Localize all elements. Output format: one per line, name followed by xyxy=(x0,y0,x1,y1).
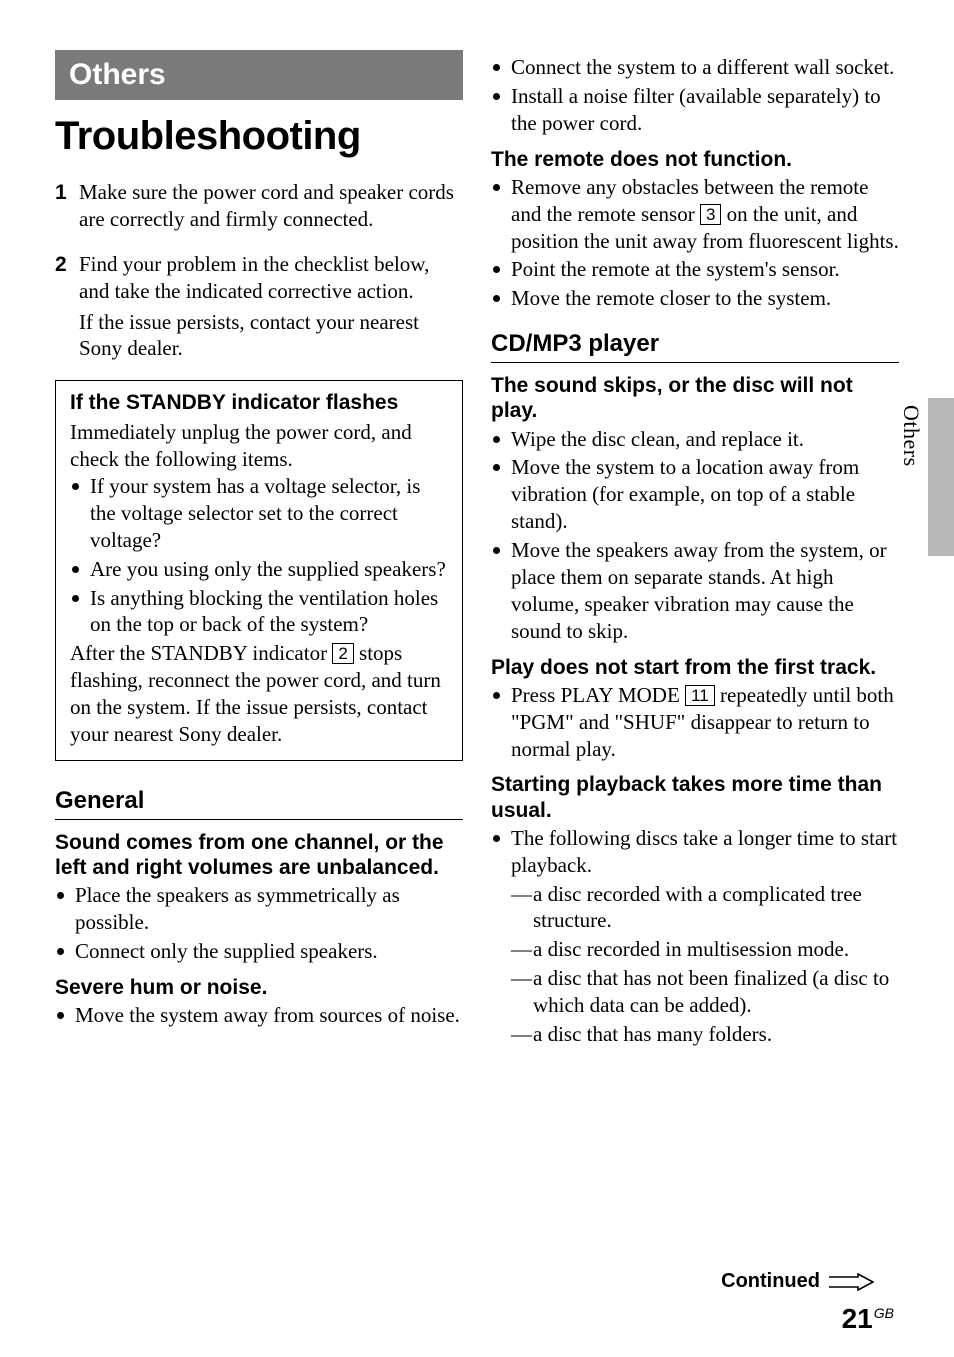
bullet-item: Remove any obstacles between the remote … xyxy=(491,174,899,255)
step-text: Find your problem in the checklist below… xyxy=(79,251,463,305)
box-intro: Immediately unplug the power cord, and c… xyxy=(70,419,448,473)
bullet-lead: The following discs take a longer time t… xyxy=(511,826,897,877)
bullet-item: Connect only the supplied speakers. xyxy=(55,938,463,965)
ref-number-box: 3 xyxy=(700,204,721,225)
ref-number-box: 11 xyxy=(685,685,715,706)
issue-heading: Starting playback takes more time than u… xyxy=(491,772,899,822)
section-banner: Others xyxy=(55,50,463,100)
bullet-item: Wipe the disc clean, and replace it. xyxy=(491,426,899,453)
issue-heading: The remote does not function. xyxy=(491,147,899,172)
issue-bullets: Remove any obstacles between the remote … xyxy=(491,174,899,312)
text-run: Press PLAY MODE xyxy=(511,683,685,707)
dash-item: a disc recorded with a complicated tree … xyxy=(511,881,899,935)
dash-item: a disc that has not been finalized (a di… xyxy=(511,965,899,1019)
standby-flash-box: If the STANDBY indicator flashes Immedia… xyxy=(55,380,463,761)
dash-list: a disc recorded with a complicated tree … xyxy=(511,881,899,1048)
text-run: After the STANDBY indicator xyxy=(70,641,332,665)
bullet-item: Install a noise filter (available separa… xyxy=(491,83,899,137)
continued-bullets: Connect the system to a different wall s… xyxy=(491,54,899,137)
step-text: Make sure the power cord and speaker cor… xyxy=(79,179,463,233)
bullet-item: Place the speakers as symmetrically as p… xyxy=(55,882,463,936)
box-bullets: If your system has a voltage selector, i… xyxy=(70,473,448,638)
issue-heading: The sound skips, or the disc will not pl… xyxy=(491,373,899,423)
side-section-label: Others xyxy=(898,405,924,467)
bullet-item: The following discs take a longer time t… xyxy=(491,825,899,1048)
box-bullet: Is anything blocking the ventilation hol… xyxy=(70,585,448,639)
issue-bullets: Press PLAY MODE 11 repeatedly until both… xyxy=(491,682,899,763)
step-number: 1 xyxy=(55,179,79,237)
bullet-item: Move the system away from sources of noi… xyxy=(55,1002,463,1029)
continued-arrow-icon xyxy=(828,1273,874,1291)
ref-number-box: 2 xyxy=(332,643,353,664)
step-number: 2 xyxy=(55,251,79,367)
side-tab xyxy=(928,398,954,556)
bullet-item: Connect the system to a different wall s… xyxy=(491,54,899,81)
numbered-steps: 1 Make sure the power cord and speaker c… xyxy=(55,179,463,366)
page-number-value: 21 xyxy=(842,1303,873,1334)
continued-indicator: Continued xyxy=(721,1270,874,1293)
issue-bullets: The following discs take a longer time t… xyxy=(491,825,899,1048)
issue-heading: Play does not start from the first track… xyxy=(491,655,899,680)
issue-heading: Severe hum or noise. xyxy=(55,975,463,1000)
bullet-item: Move the speakers away from the system, … xyxy=(491,537,899,645)
box-heading: If the STANDBY indicator flashes xyxy=(70,391,448,415)
step-2: 2 Find your problem in the checklist bel… xyxy=(55,251,463,367)
step-text: If the issue persists, contact your near… xyxy=(79,309,463,363)
dash-item: a disc recorded in multisession mode. xyxy=(511,936,899,963)
right-column: Connect the system to a different wall s… xyxy=(491,50,899,1050)
general-heading: General xyxy=(55,787,463,820)
bullet-item: Move the remote closer to the system. xyxy=(491,285,899,312)
box-after-text: After the STANDBY indicator 2 stops flas… xyxy=(70,640,448,748)
bullet-item: Move the system to a location away from … xyxy=(491,454,899,535)
page-title: Troubleshooting xyxy=(55,114,463,159)
dash-item: a disc that has many folders. xyxy=(511,1021,899,1048)
two-column-layout: Others Troubleshooting 1 Make sure the p… xyxy=(55,50,899,1050)
box-bullet: Are you using only the supplied speakers… xyxy=(70,556,448,583)
left-column: Others Troubleshooting 1 Make sure the p… xyxy=(55,50,463,1050)
issue-bullets: Wipe the disc clean, and replace it. Mov… xyxy=(491,426,899,645)
bullet-item: Point the remote at the system's sensor. xyxy=(491,256,899,283)
issue-bullets: Place the speakers as symmetrically as p… xyxy=(55,882,463,965)
box-bullet: If your system has a voltage selector, i… xyxy=(70,473,448,554)
bullet-item: Press PLAY MODE 11 repeatedly until both… xyxy=(491,682,899,763)
step-1: 1 Make sure the power cord and speaker c… xyxy=(55,179,463,237)
page-number-suffix: GB xyxy=(874,1305,894,1321)
continued-label: Continued xyxy=(721,1270,820,1293)
issue-heading: Sound comes from one channel, or the lef… xyxy=(55,830,463,880)
issue-bullets: Move the system away from sources of noi… xyxy=(55,1002,463,1029)
cdmp3-heading: CD/MP3 player xyxy=(491,330,899,363)
page-number: 21GB xyxy=(842,1303,894,1335)
